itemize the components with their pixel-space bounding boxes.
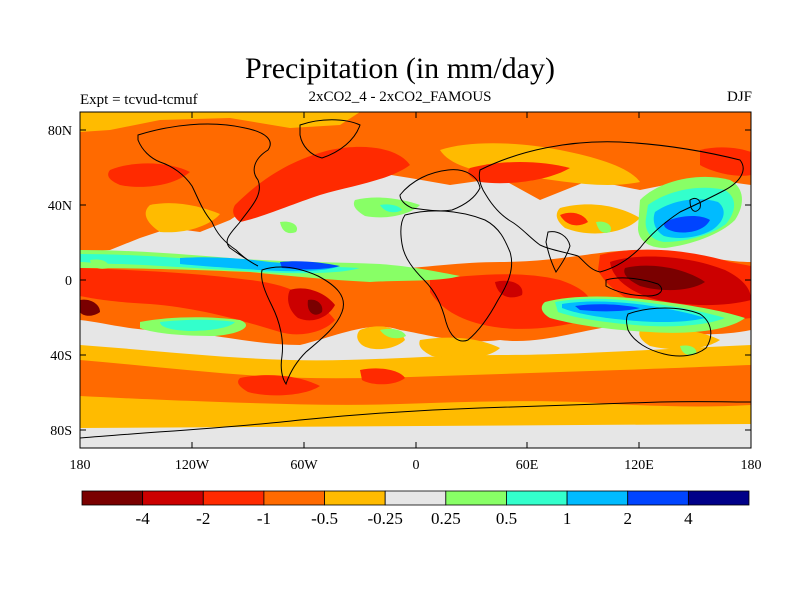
region-north-red-1 <box>233 146 410 222</box>
region-wet-cyan-south-pacific <box>160 319 235 331</box>
colorbar-label: 1 <box>563 509 572 528</box>
lat-tick-label: 0 <box>65 274 72 289</box>
region-north-orange <box>80 112 751 252</box>
region-south-yellow-2 <box>419 337 500 359</box>
coastline-japan <box>689 197 701 212</box>
region-north-red-5 <box>560 212 588 226</box>
coastlines <box>80 119 751 439</box>
lon-tick-label: 180 <box>741 458 762 473</box>
precipitation-field <box>80 112 751 448</box>
colorbar-swatch <box>566 490 629 506</box>
region-north-red-2 <box>108 163 190 187</box>
colorbar-swatch <box>627 490 689 506</box>
coastline-india <box>545 231 571 273</box>
lat-tick-label: 80S <box>50 424 72 439</box>
lat-tick-label: 80N <box>48 124 72 139</box>
region-wet-cyan-1 <box>380 204 402 213</box>
colorbar-label: -0.25 <box>367 509 402 528</box>
region-antarctic-neutral <box>80 424 751 448</box>
region-north-red-4 <box>700 147 751 176</box>
colorbar-label: -0.5 <box>311 509 338 528</box>
colorbar-swatch <box>324 490 386 506</box>
colorbar-label: 0.25 <box>431 509 461 528</box>
lon-tick-label: 120E <box>624 458 654 473</box>
coastline-europe <box>399 169 481 212</box>
coastline-maritime-continent <box>605 277 663 297</box>
axis-ticks <box>79 112 752 448</box>
season-label: DJF <box>726 89 752 105</box>
region-wet-blue-south-indian <box>575 304 640 312</box>
region-north-yellow-2 <box>80 112 360 132</box>
region-tropics-maroon-south-america <box>307 299 323 315</box>
colorbar-swatch <box>142 490 204 506</box>
region-wet-green-south-atlantic <box>380 328 406 339</box>
lon-tick-label: 120W <box>175 458 210 473</box>
colorbar-swatch <box>384 490 447 506</box>
region-wet-green-tropical-pacific <box>90 259 109 269</box>
colorbar-swatch <box>445 490 507 506</box>
region-north-yellow-4 <box>556 204 640 234</box>
region-north-red-3 <box>468 162 570 184</box>
lat-tick-label: 40S <box>50 349 72 364</box>
colorbar-label: 4 <box>684 509 693 528</box>
lat-tick-labels: 80N 40N 0 40S 80S <box>48 124 72 439</box>
lon-tick-label: 180 <box>70 458 91 473</box>
colorbar-label: -1 <box>257 509 271 528</box>
region-wet-blue-nw-pacific <box>664 216 710 233</box>
region-wet-green-3 <box>596 221 612 233</box>
experiment-label: Expt = tcvud-tcmuf <box>80 92 198 108</box>
region-south-red-1 <box>238 375 320 396</box>
coastline-greenland <box>299 119 361 159</box>
coastline-north-america <box>137 123 271 267</box>
region-tropics-maroon-pacific <box>624 265 705 291</box>
chart-subtitle: 2xCO2_4 - 2xCO2_FAMOUS <box>308 89 492 105</box>
coastline-antarctica <box>80 401 751 439</box>
colorbar-label: 0.5 <box>496 509 517 528</box>
region-south-red-2 <box>360 368 405 385</box>
coastline-australia <box>626 307 712 357</box>
colorbar-label: 2 <box>623 509 632 528</box>
coastline-south-america <box>261 266 344 386</box>
colorbar-swatch <box>202 490 265 506</box>
region-tropics-red-west <box>80 268 335 335</box>
region-tropics-maroon-west-pacific <box>80 299 100 316</box>
region-north-yellow-3 <box>145 203 220 233</box>
colorbar-label: -4 <box>136 509 151 528</box>
coastline-africa <box>400 210 513 342</box>
region-south-yellow-3 <box>639 328 720 350</box>
colorbar-swatch <box>687 490 750 506</box>
lon-tick-label: 0 <box>413 458 420 473</box>
region-wet-blue-equatorial <box>280 261 340 270</box>
colorbar-swatch <box>81 490 144 506</box>
chart-title: Precipitation (in mm/day) <box>245 52 555 85</box>
region-wet-green-2 <box>280 221 298 234</box>
colorbar-swatch <box>263 490 325 506</box>
colorbar-swatch <box>506 490 568 506</box>
region-south-orange-band <box>80 360 751 407</box>
lon-tick-label: 60E <box>516 458 539 473</box>
colorbar: -4 -2 -1 -0.5 -0.25 0.25 0.5 1 2 4 <box>81 490 750 528</box>
lon-tick-labels: 180 120W 60W 0 60E 120E 180 <box>70 458 762 473</box>
lat-tick-label: 40N <box>48 199 72 214</box>
coastline-asia <box>478 141 744 273</box>
lon-tick-label: 60W <box>290 458 318 473</box>
region-wet-green-australia <box>680 345 697 356</box>
colorbar-label: -2 <box>196 509 210 528</box>
